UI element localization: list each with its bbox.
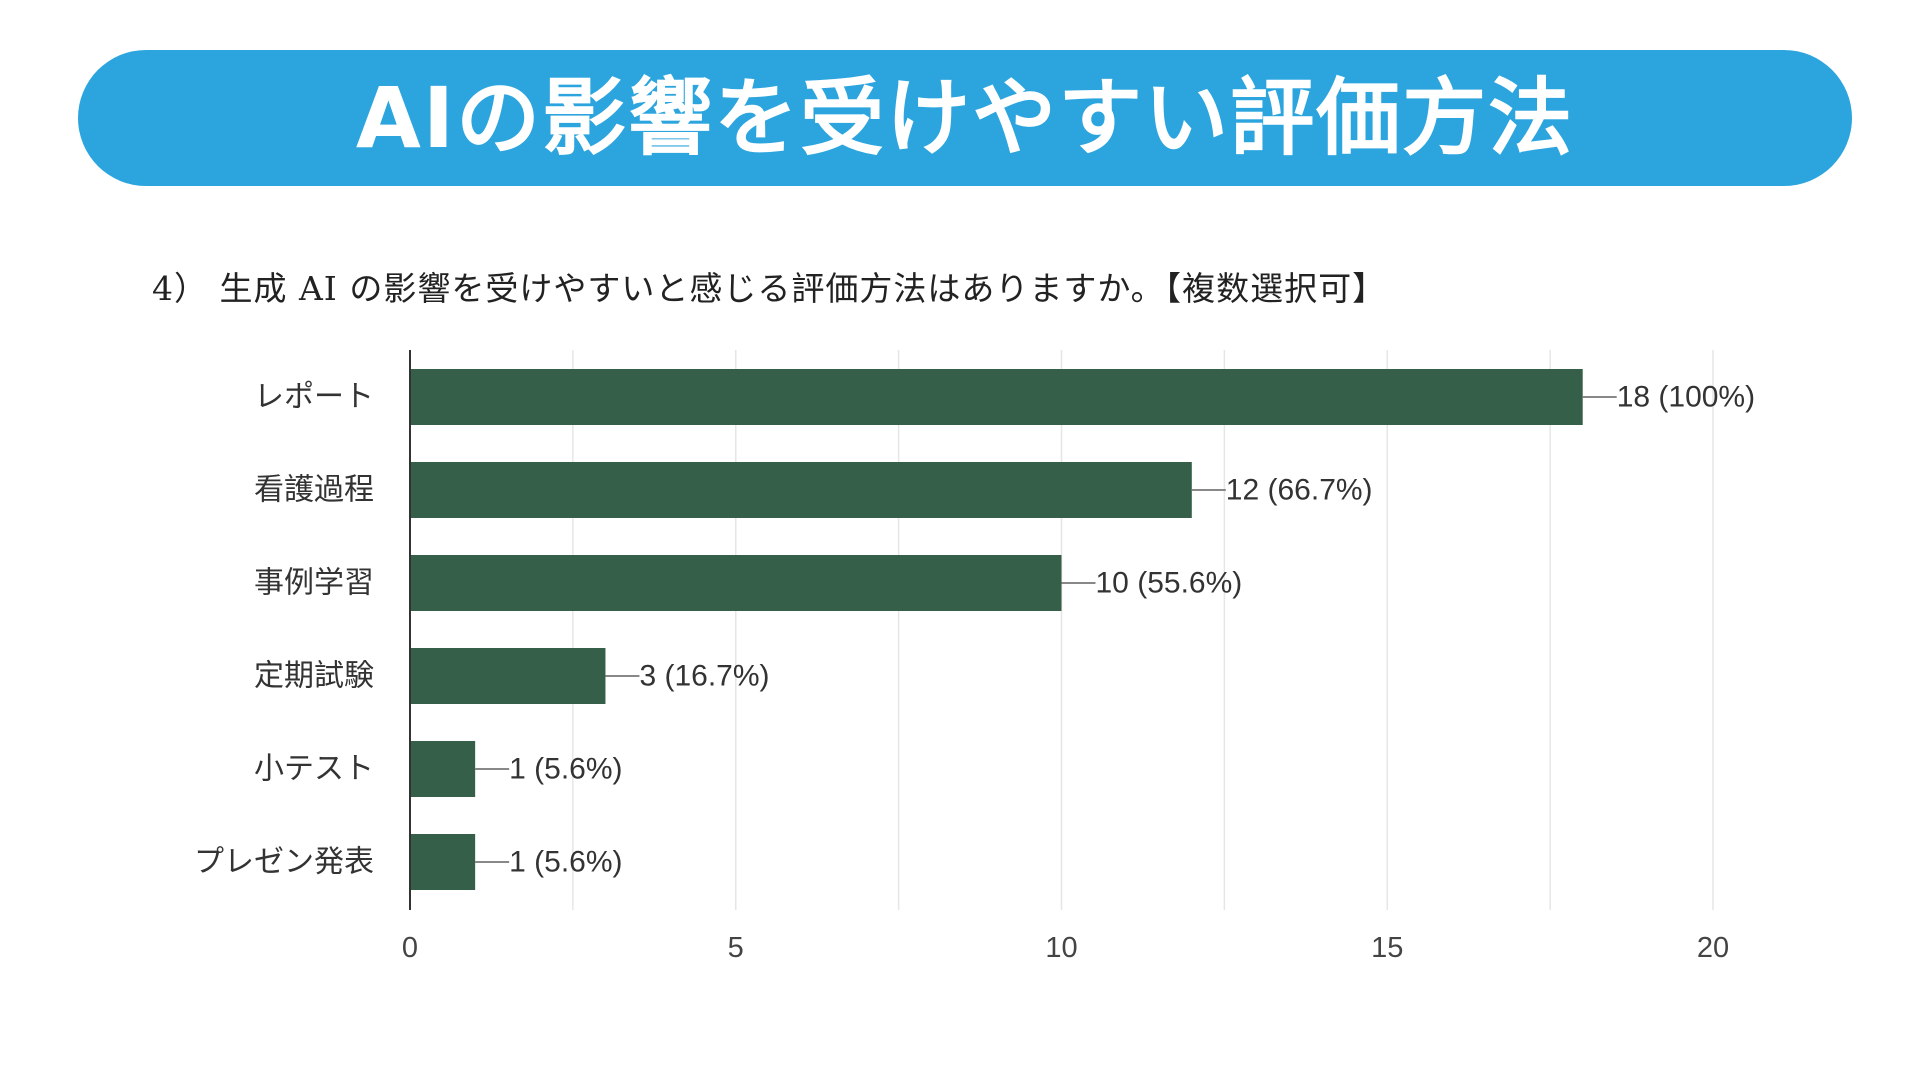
bar-3: [410, 648, 606, 704]
grid-layer: [572, 350, 1714, 910]
x-tick-label: 10: [1045, 932, 1077, 964]
bar-5: [410, 834, 476, 890]
title-banner: AIの影響を受けやすい評価方法: [78, 50, 1852, 186]
axis-layer: 0 5 10 15 20: [402, 350, 1729, 964]
question-text: 4） 生成 AI の影響を受けやすいと感じる評価方法はありますか。【複数選択可】: [152, 269, 1387, 308]
x-tick-label: 20: [1697, 932, 1729, 964]
category-label: 定期試験: [254, 659, 374, 694]
data-label: 3 (16.7%): [639, 660, 769, 693]
data-label: 1 (5.6%): [509, 846, 622, 879]
bar-4: [410, 741, 476, 797]
x-tick-label: 0: [402, 932, 418, 964]
label-layer: レポート 18 (100%) 看護過程 12 (66.7%) 事例学習 10 (55.6%…: [194, 380, 1755, 880]
bar-2: [410, 555, 1062, 611]
page-title: AIの影響を受けやすい評価方法: [355, 69, 1575, 167]
category-label: 事例学習: [254, 566, 374, 601]
bar-1: [410, 462, 1192, 518]
category-label: プレゼン発表: [194, 845, 374, 880]
category-label: 小テスト: [254, 752, 374, 787]
data-label: 12 (66.7%): [1226, 474, 1373, 507]
bar-layer: [410, 369, 1583, 890]
data-label: 10 (55.6%): [1096, 567, 1243, 600]
data-label: 1 (5.6%): [509, 753, 622, 786]
category-label: レポート: [254, 380, 374, 415]
x-tick-label: 15: [1371, 932, 1403, 964]
bar-0: [410, 369, 1583, 425]
x-tick-label: 5: [728, 932, 744, 964]
category-label: 看護過程: [254, 473, 374, 508]
data-label: 18 (100%): [1617, 381, 1755, 414]
